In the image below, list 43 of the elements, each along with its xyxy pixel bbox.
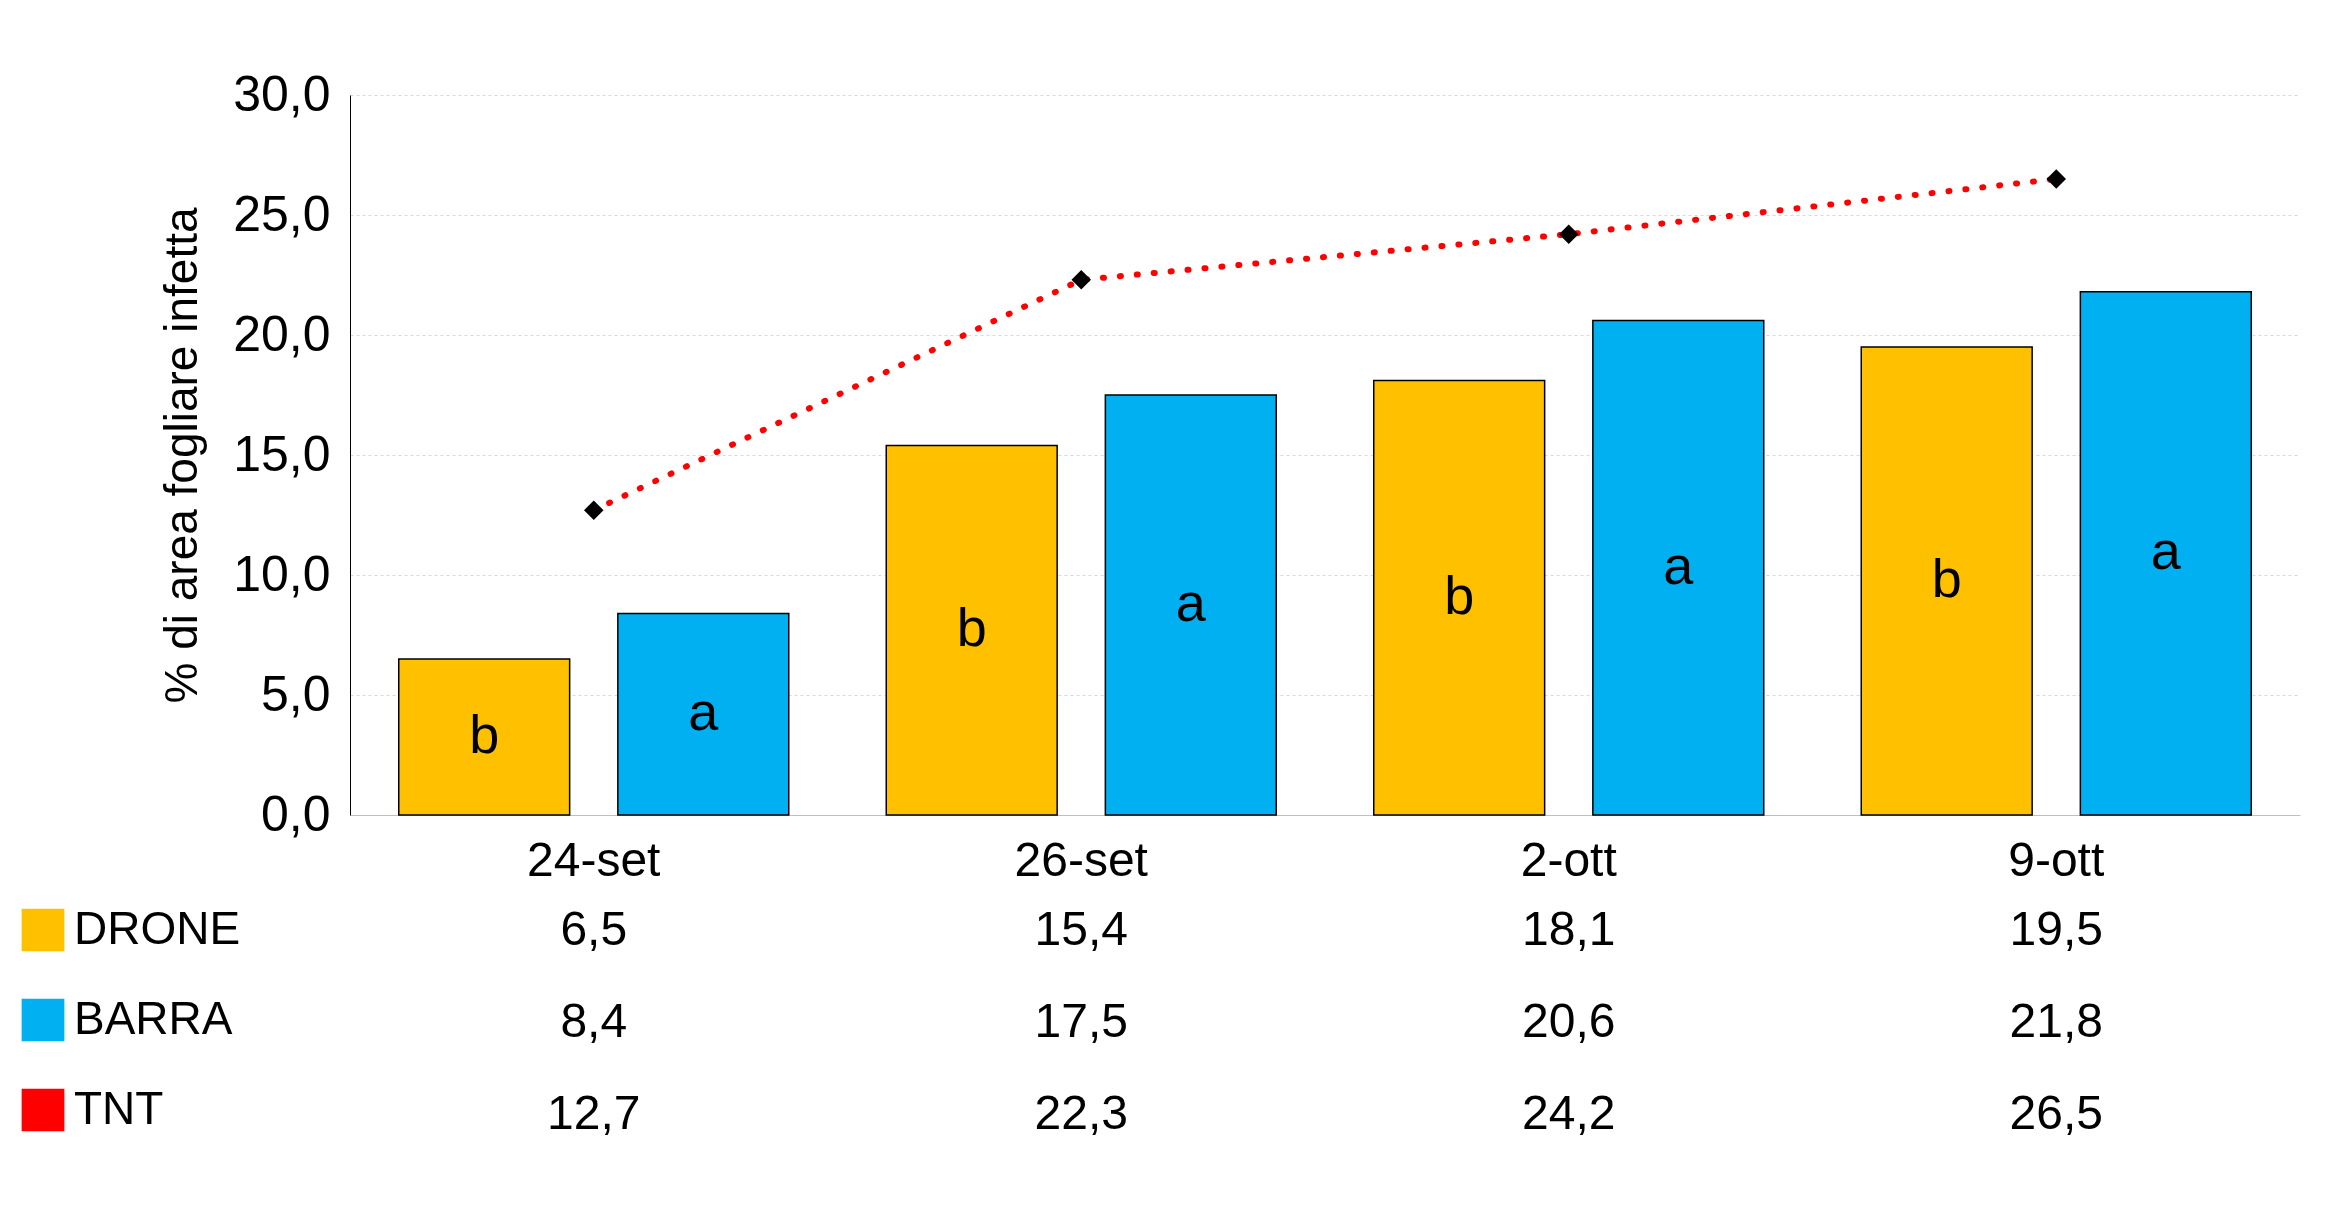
x-tick-label: 9-ott [2008, 832, 2105, 886]
y-tick-label: 20,0 [233, 305, 331, 362]
annotation: a [688, 681, 720, 742]
annotation: b [1931, 548, 1962, 608]
bar [1860, 346, 2033, 816]
bar [2079, 291, 2252, 816]
data-label: 20,6 [1522, 994, 1616, 1047]
y-tick-label: 0,0 [260, 785, 331, 842]
x-tick-label: 24-set [527, 832, 661, 886]
legend-label: DRONE [74, 902, 241, 954]
data-label: 18,1 [1522, 902, 1616, 955]
y-tick-label: 10,0 [233, 545, 331, 602]
data-label: 8,4 [560, 994, 628, 1047]
annotation: a [1663, 534, 1695, 595]
bar [1592, 319, 1765, 816]
annotation: b [1444, 564, 1475, 625]
bar [885, 444, 1058, 816]
bar [617, 612, 790, 816]
data-label: 15,4 [1034, 902, 1128, 955]
annotation: b [469, 704, 500, 764]
y-axis-title: % di area fogliare infetta [155, 207, 208, 704]
data-label: 24,2 [1522, 1086, 1616, 1139]
data-label: 26,5 [2009, 1086, 2103, 1139]
data-label: 12,7 [547, 1086, 641, 1139]
y-tick-label: 30,0 [233, 65, 331, 122]
data-label: 22,3 [1034, 1086, 1128, 1139]
x-tick-label: 2-ott [1520, 832, 1617, 886]
y-tick-label: 5,0 [260, 665, 331, 722]
data-label: 19,5 [2009, 902, 2103, 955]
legend-label: BARRA [74, 992, 233, 1044]
annotation: b [956, 597, 987, 658]
y-tick-label: 25,0 [233, 185, 331, 242]
x-tick-label: 26-set [1014, 832, 1148, 886]
bar [1373, 379, 1546, 816]
annotation: a [1175, 572, 1207, 632]
data-label: 6,5 [560, 902, 628, 955]
y-tick-label: 15,0 [233, 425, 331, 482]
bar [1104, 394, 1277, 816]
data-label: 21,8 [2009, 994, 2103, 1047]
data-label: 17,5 [1034, 994, 1128, 1047]
annotation: a [2150, 520, 2182, 581]
legend-label: TNT [74, 1082, 164, 1134]
bar [398, 658, 571, 816]
